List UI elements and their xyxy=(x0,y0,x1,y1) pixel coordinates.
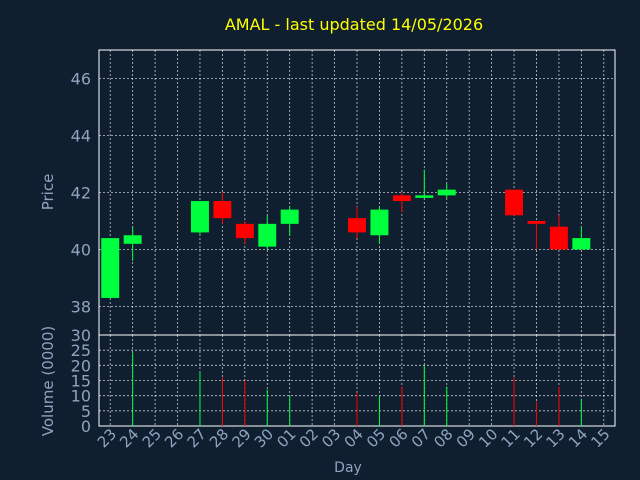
candle-body xyxy=(258,223,277,247)
volume-tick-label: 30 xyxy=(71,326,91,345)
candle-body xyxy=(392,195,411,202)
volume-tick-label: 10 xyxy=(71,387,91,406)
volume-tick-label: 20 xyxy=(71,356,91,375)
price-tick-label: 44 xyxy=(71,127,91,146)
candle-body xyxy=(415,195,434,198)
candle-body xyxy=(527,221,546,224)
candle-body xyxy=(572,238,591,250)
candle-body xyxy=(101,238,120,298)
candle-body xyxy=(213,201,232,219)
volume-tick-label: 0 xyxy=(81,417,91,436)
volume-tick-label: 15 xyxy=(71,372,91,391)
candle-body xyxy=(190,201,209,233)
volume-tick-label: 5 xyxy=(81,402,91,421)
candle-body xyxy=(348,218,366,233)
price-panel: 38 40 42 44 46 xyxy=(71,49,616,336)
day-axis-label: Day xyxy=(334,460,362,476)
candle-body xyxy=(437,189,456,196)
candle-body xyxy=(370,209,389,236)
price-tick-label: 38 xyxy=(71,298,91,317)
price-axis-label: Price xyxy=(39,174,57,211)
candle-body xyxy=(549,226,568,250)
price-tick-label: 40 xyxy=(71,241,91,260)
candle-body xyxy=(123,235,142,244)
candle-body xyxy=(280,209,299,224)
price-tick-label: 46 xyxy=(71,70,91,89)
chart-title: AMAL - last updated 14/05/2026 xyxy=(225,15,483,34)
volume-tick-label: 25 xyxy=(71,341,91,360)
candle-body xyxy=(505,189,524,216)
price-tick-label: 42 xyxy=(71,184,91,203)
day-tick-labels: 2324252627282930010203040506070809101112… xyxy=(94,425,614,451)
candle-body xyxy=(235,223,254,239)
volume-axis-label: Volume (0000) xyxy=(39,326,57,436)
